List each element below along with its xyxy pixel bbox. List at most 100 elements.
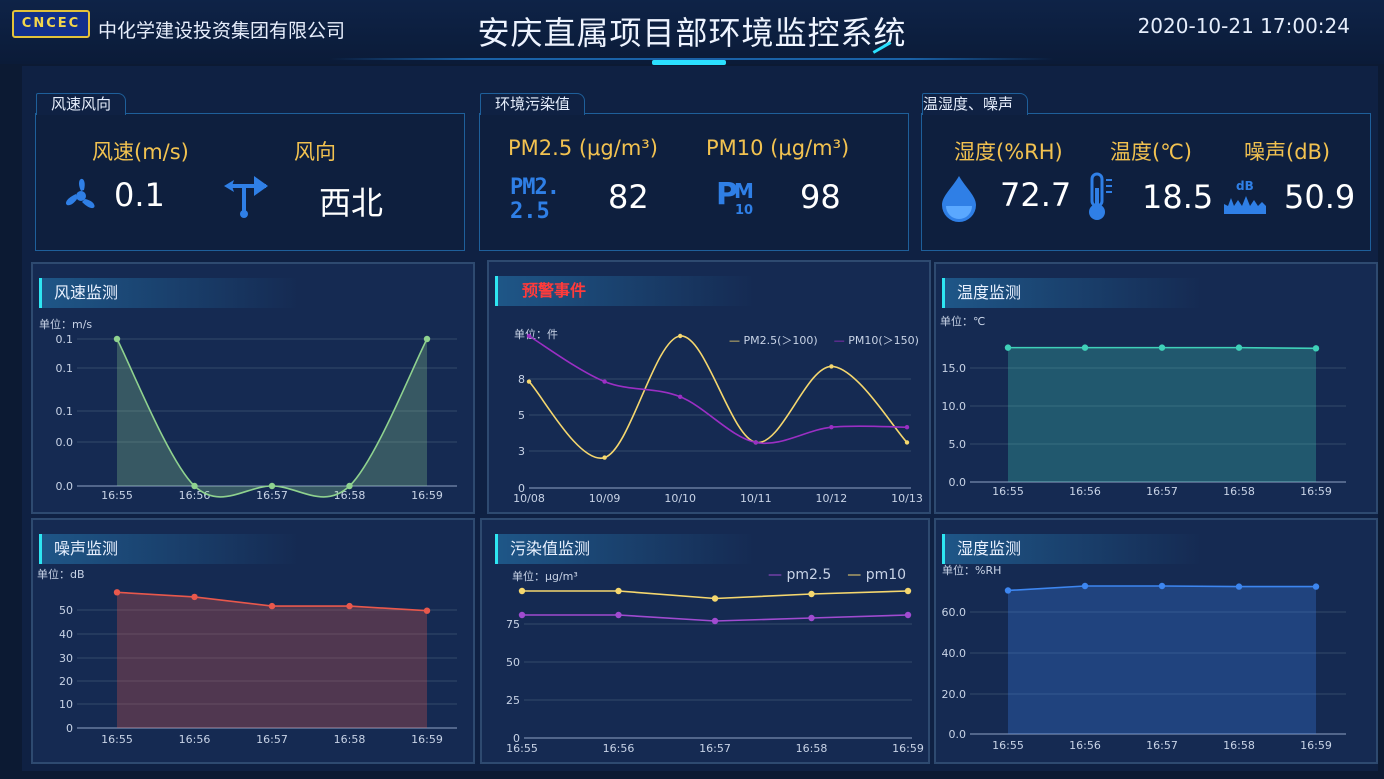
svg-text:dB: dB — [1236, 179, 1254, 193]
data-point — [268, 602, 276, 610]
y-tick-label: 0.0 — [56, 480, 74, 493]
y-tick-label: 0.1 — [56, 362, 74, 375]
data-point — [518, 611, 526, 619]
x-tick-label: 16:55 — [101, 733, 133, 746]
pm10-icon: P M 10 — [716, 174, 766, 224]
data-point — [191, 482, 198, 490]
pm25-label: PM2.5 (μg/m³) — [508, 136, 658, 160]
svg-text:M: M — [734, 179, 754, 203]
alert-events-chart-title: 预警事件 — [495, 276, 755, 306]
x-tick-label: 16:57 — [1146, 485, 1178, 498]
data-point — [808, 614, 815, 622]
data-point — [602, 379, 607, 384]
data-point — [602, 455, 607, 460]
y-tick-label: 20.0 — [942, 688, 967, 701]
x-tick-label: 16:59 — [1300, 739, 1332, 752]
data-point — [1081, 582, 1089, 590]
data-point — [904, 440, 910, 445]
noise-chart-title: 噪声监测 — [39, 534, 299, 564]
y-tick-label: 5 — [518, 409, 525, 422]
x-tick-label: 16:57 — [1146, 739, 1178, 752]
y-tick-label: 0 — [66, 722, 73, 735]
data-point — [1158, 582, 1166, 590]
title-underline — [330, 58, 1054, 60]
data-point — [423, 335, 431, 343]
y-tick-label: 40 — [59, 628, 73, 641]
alert-events-chart-panel: 预警事件 单位：件 — PM2.5(＞100) — PM10(＞150) 0 3 5… — [487, 260, 931, 514]
x-tick-label: 16:58 — [1223, 739, 1255, 752]
thermometer-icon — [1082, 170, 1118, 226]
series-line — [528, 335, 908, 445]
y-tick-label: 20 — [59, 675, 73, 688]
wind-direction-value: 西北 — [319, 184, 384, 222]
x-tick-label: 10/08 — [513, 492, 545, 505]
temperature-chart: 0.0 5.0 10.0 15.0 16:55 16:56 16:57 16:58 16:59 — [942, 344, 1346, 498]
y-tick-label: 60.0 — [942, 606, 967, 619]
temperature-label: 温度(℃) — [1110, 140, 1192, 164]
pollutant-chart-panel: 污染值监测 单位：μg/m³ — pm2.5 — pm10 0 25 50 75 16:… — [480, 518, 930, 764]
wind-speed-chart: 0.10.10.10.00.016:55 16:56 16:57 16:58 16:59 — [56, 333, 457, 502]
water-drop-icon — [936, 172, 982, 226]
data-point — [1312, 345, 1320, 352]
data-point — [113, 335, 121, 343]
wind-speed-value: 0.1 — [114, 176, 165, 214]
header-bar: CNCEC 中化学建设投资集团有限公司 安庆直属项目部环境监控系统 2020-1… — [0, 0, 1384, 65]
alert-events-chart: 0 3 5 8 10/08 10/09 10/10 10/11 10/12 10/13 — [513, 333, 923, 505]
sound-wave-icon: dB — [1222, 176, 1268, 220]
data-point — [1312, 583, 1320, 590]
data-point — [191, 593, 198, 601]
data-point — [526, 379, 532, 384]
data-point — [1081, 344, 1089, 351]
wind-vane-icon — [220, 172, 274, 226]
series-area — [1008, 347, 1316, 482]
data-point — [346, 602, 353, 610]
wind-panel: 风速风向 风速(m/s) 风向 0.1 西北 — [35, 93, 465, 251]
humidity-chart: 0.0 20.0 40.0 60.0 16:55 16:56 16:57 16:58 16:59 — [942, 582, 1346, 752]
noise-chart-unit: 单位：dB — [37, 568, 85, 581]
x-tick-label: 16:58 — [796, 742, 828, 755]
wind-speed-chart-title: 风速监测 — [39, 278, 299, 308]
noise-chart: 0 10 20 30 40 50 16:55 16:56 16:57 16:58 16:59 — [59, 589, 457, 746]
x-tick-label: 16:57 — [256, 733, 288, 746]
data-point — [346, 482, 353, 490]
data-point — [615, 611, 622, 619]
legend-pm10: — PM10(＞150) — [833, 334, 919, 347]
temperature-chart-panel: 温度监测 单位：℃ 0.0 5.0 10.0 15.0 16:55 16:56 16:57 1… — [934, 262, 1378, 514]
alert-events-legend: — PM2.5(＞100) — PM10(＞150) — [729, 332, 919, 348]
humidity-chart-unit: 单位：%RH — [942, 564, 1002, 577]
data-point — [1158, 344, 1166, 351]
x-tick-label: 16:59 — [892, 742, 924, 755]
data-point — [113, 589, 121, 596]
x-tick-label: 16:59 — [1300, 485, 1332, 498]
company-name: 中化学建设投资集团有限公司 — [98, 20, 346, 42]
humidity-value: 72.7 — [1000, 176, 1072, 214]
pollutant-legend: — pm2.5 — pm10 — [768, 567, 906, 583]
x-tick-label: 10/13 — [891, 492, 923, 505]
data-point — [678, 333, 683, 339]
pm25-icon: PM2.5 2.5 — [508, 172, 572, 226]
noise-label: 噪声(dB) — [1244, 140, 1331, 164]
svg-text:P: P — [716, 177, 738, 212]
noise-value: 50.9 — [1284, 178, 1356, 216]
pollutant-chart-title: 污染值监测 — [495, 534, 755, 564]
data-point — [711, 617, 719, 625]
y-tick-label: 8 — [518, 373, 525, 386]
data-point — [711, 595, 719, 602]
y-tick-label: 10 — [59, 698, 73, 711]
svg-text:2.5: 2.5 — [510, 199, 550, 222]
data-point — [753, 440, 758, 445]
x-tick-label: 16:56 — [179, 733, 211, 746]
pollution-panel: 环境污染值 PM2.5 (μg/m³) PM10 (μg/m³) PM2.5 2… — [479, 93, 909, 251]
data-point — [1004, 344, 1012, 351]
x-tick-label: 16:56 — [603, 742, 635, 755]
x-tick-label: 16:58 — [1223, 485, 1255, 498]
x-tick-label: 16:58 — [334, 733, 366, 746]
data-point — [829, 425, 834, 430]
series-line — [528, 335, 908, 459]
data-point — [1235, 344, 1243, 351]
humidity-chart-title: 湿度监测 — [942, 534, 1202, 564]
y-tick-label: 0.1 — [56, 405, 74, 418]
thn-panel-tab: 温湿度、噪声 — [922, 93, 1029, 115]
series-area — [117, 592, 427, 728]
data-point — [615, 587, 622, 595]
